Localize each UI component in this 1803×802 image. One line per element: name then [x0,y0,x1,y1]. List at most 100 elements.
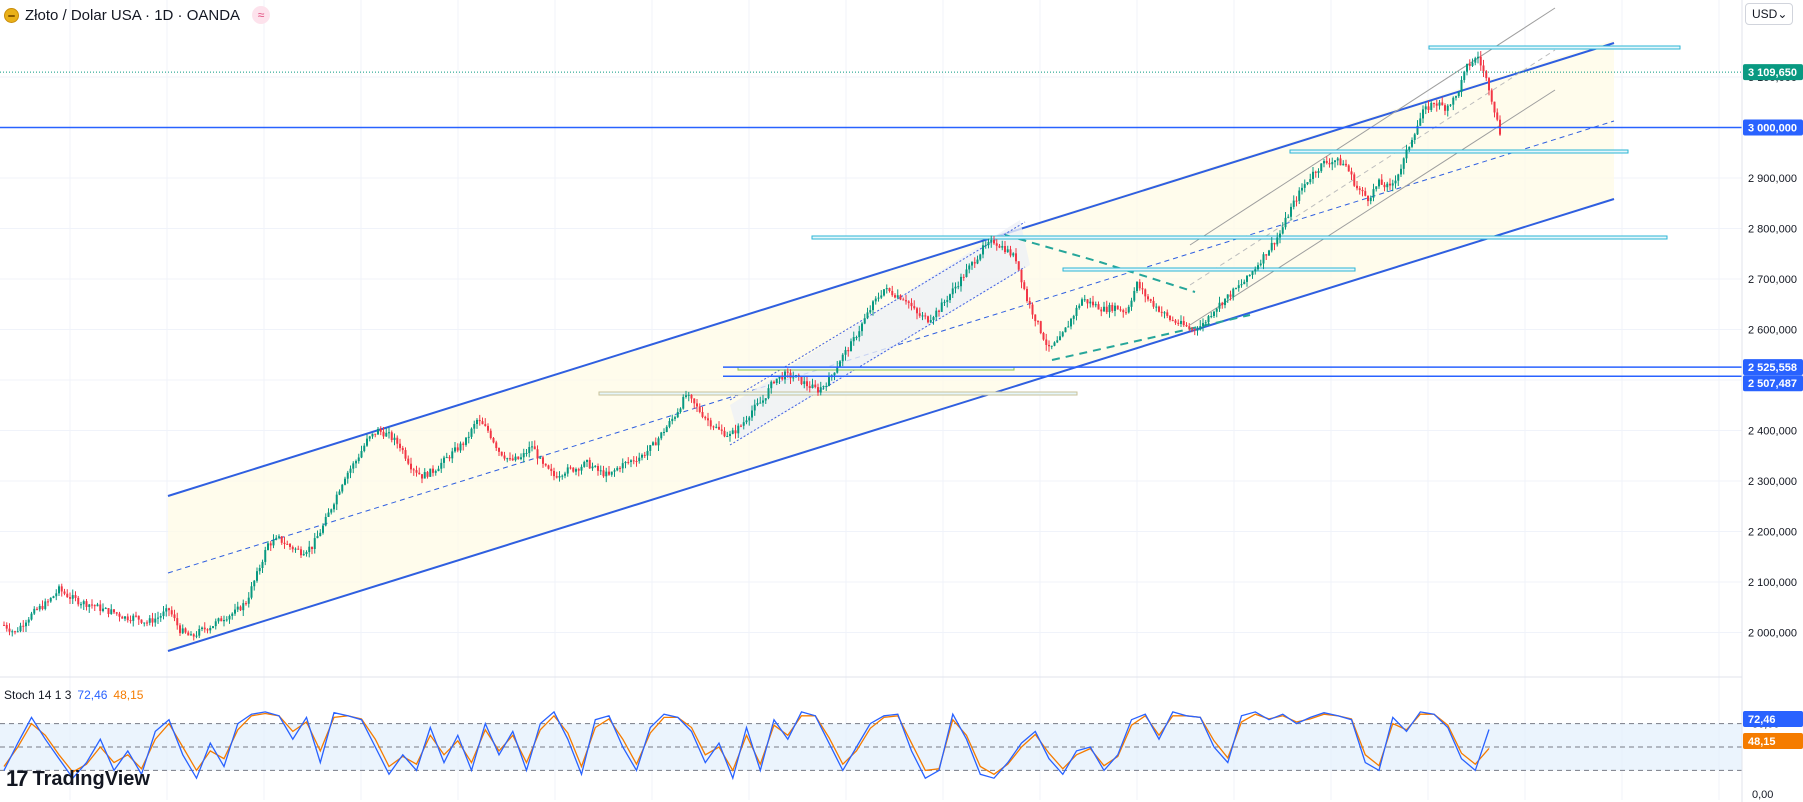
candle-body [170,610,173,615]
candle-body [1034,314,1037,322]
candle-body [360,450,363,458]
candle-body [418,472,421,475]
stochastic-pane[interactable] [0,710,1742,781]
candle-body [1312,171,1314,180]
candle-body [1383,184,1386,188]
candle-body [539,457,542,459]
candle-body [355,461,357,464]
stoch-k-badge: 72,46 [1748,714,1776,726]
price-tick-label: 2 000,000 [1748,628,1797,640]
candle-body [850,341,852,352]
candle-body [1108,305,1111,313]
candle-body [690,394,693,399]
candle-body [896,295,899,298]
candle-body [440,462,443,469]
candle-body [1130,300,1133,307]
candle-body [1213,311,1215,316]
candle-body [1004,246,1006,253]
candle-body [888,288,891,291]
candle-body [990,239,993,242]
candle-body [569,467,572,469]
candle-body [1072,315,1075,319]
candle-body [599,470,602,472]
candle-body [1317,171,1320,173]
candle-body [432,468,434,473]
candle-body [844,350,847,355]
candle-body [1097,304,1100,310]
candle-body [1009,249,1012,256]
candle-body [1235,288,1237,290]
candle-body [107,608,110,614]
candle-body [1369,197,1372,202]
candle-body [1287,216,1290,218]
candle-body [1078,305,1081,308]
candle-body [583,461,586,467]
currency-selector[interactable]: USD ⌄ [1745,3,1793,25]
candle-body [245,603,247,605]
candle-body [982,245,984,255]
candle-body [949,294,951,301]
candle-body [883,289,885,296]
candle-body [1127,306,1130,313]
candle-body [1196,329,1199,331]
candle-body [745,420,748,423]
support-resistance-zone [1062,267,1356,272]
candle-body [1207,316,1210,323]
candle-body [1067,326,1070,328]
candle-body [1218,302,1221,309]
candle-body [489,430,492,439]
candle-body [1215,308,1218,312]
candle-body [564,473,566,476]
candle-body [484,424,487,426]
candle-body [242,603,245,611]
candle-body [616,467,619,471]
candle-body [437,468,440,472]
stoch-k-line [3,710,1490,781]
candle-body [918,313,921,316]
candle-body [759,402,762,404]
candle-body [1268,250,1270,256]
candle-body [1191,328,1193,330]
candle-body [385,432,388,437]
candle-body [1413,134,1416,140]
candle-body [1496,112,1499,120]
candle-body [327,512,330,517]
candle-body [371,433,374,437]
stoch-legend[interactable]: Stoch 14 1 3 72,46 48,15 [4,688,143,702]
candle-body [756,403,759,405]
candle-body [916,308,918,314]
candle-body [1301,187,1303,191]
candle-body [349,468,352,473]
candle-body [66,593,69,598]
candle-body [968,265,971,270]
candle-body [899,295,902,300]
candle-body [946,300,949,302]
candle-body [1182,320,1185,326]
candle-body [1202,323,1204,327]
candle-body [454,447,456,452]
candle-body [1122,310,1125,313]
candle-body [1094,304,1097,306]
candle-body [58,586,60,594]
candle-body [687,394,690,396]
candle-body [110,609,113,614]
trend-channel-drawings[interactable] [167,7,1681,652]
candle-body [718,426,720,430]
symbol-title[interactable]: Złoto / Dolar USA · 1D · OANDA [25,6,241,24]
candle-body [1479,56,1482,66]
horizontal-levels[interactable] [0,71,1742,377]
candle-body [737,425,740,434]
candle-body [602,470,605,477]
candle-body [789,372,792,378]
candle-body [558,476,561,478]
candle-body [1070,318,1072,327]
candle-body [121,616,124,619]
tradingview-watermark[interactable]: 17 TradingView [6,766,150,792]
wave-icon[interactable]: ≈ [252,6,271,24]
candle-body [1328,162,1331,165]
candle-body [382,431,385,437]
candle-body [1017,261,1020,270]
candle-body [726,435,729,437]
chart-header[interactable]: Złoto / Dolar USA · 1D · OANDA ≈ [4,5,271,25]
